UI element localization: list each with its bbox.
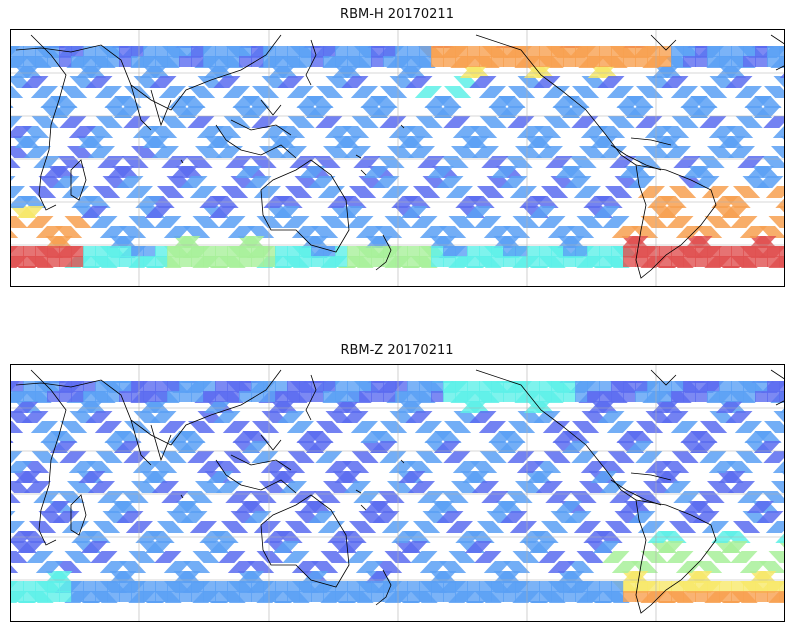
rbm-h-coastlines bbox=[15, 34, 784, 279]
map-panel-rbm-h bbox=[10, 29, 785, 287]
rbm-h-gridlines bbox=[11, 30, 784, 286]
panel-title-rbm-h: RBM-H 20170211 bbox=[340, 7, 454, 22]
swath-map-rbm-h bbox=[11, 30, 784, 286]
rbm-z-swath-layer bbox=[11, 381, 784, 603]
swath-map-rbm-z bbox=[11, 365, 784, 621]
rbm-h-swath-layer bbox=[11, 46, 784, 268]
map-panel-rbm-z bbox=[10, 364, 785, 622]
rbm-z-coastlines bbox=[15, 369, 784, 614]
panel-title-rbm-z: RBM-Z 20170211 bbox=[340, 343, 454, 358]
rbm-z-gridlines bbox=[11, 365, 784, 621]
